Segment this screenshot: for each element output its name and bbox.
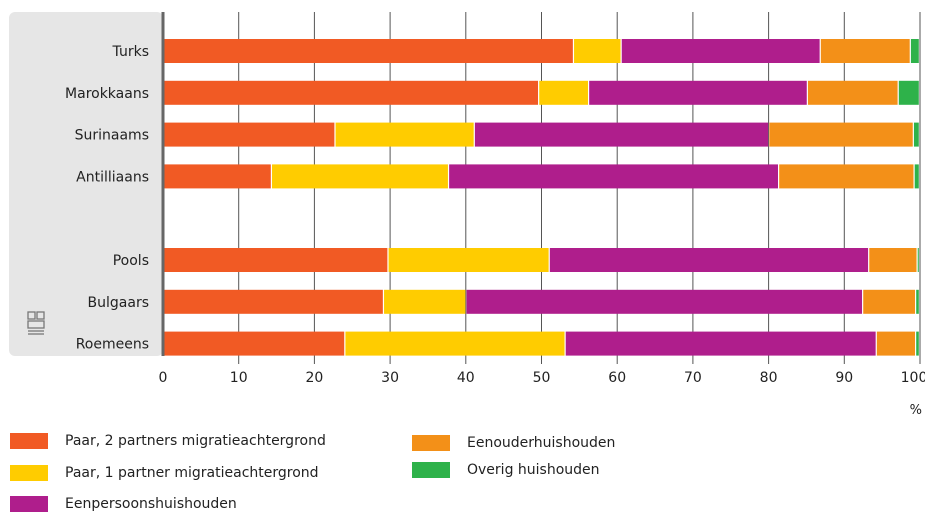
bar-segment xyxy=(820,39,910,63)
bar-segment xyxy=(335,122,474,147)
category-label: Marokkaans xyxy=(65,86,149,102)
bar-segment xyxy=(388,248,549,272)
x-tick-label: 80 xyxy=(760,370,778,386)
legend-label: Overig huishouden xyxy=(467,462,600,478)
legend-label: Eenouderhuishouden xyxy=(467,435,616,451)
bar-segment xyxy=(549,248,869,272)
x-tick-label: 30 xyxy=(381,370,399,386)
bar-segment xyxy=(565,331,876,356)
legend-label: Paar, 1 partner migratieachtergrond xyxy=(65,465,319,481)
x-tick-label: 50 xyxy=(533,370,551,386)
bar-segment xyxy=(272,164,448,189)
category-label: Antilliaans xyxy=(76,169,149,185)
bar-segment xyxy=(779,164,914,189)
x-tick-label: 10 xyxy=(230,370,248,386)
category-label: Bulgaars xyxy=(88,295,149,311)
category-label: Surinaams xyxy=(75,128,149,144)
bar-segment xyxy=(589,80,807,105)
legend-swatch xyxy=(10,465,48,481)
legend-label: Eenpersoonshuishouden xyxy=(65,496,237,512)
bar-segment xyxy=(916,289,919,314)
bar-segment xyxy=(914,164,919,189)
legend-label: Paar, 2 partners migratieachtergrond xyxy=(65,433,326,449)
bar-segment xyxy=(898,80,919,105)
bar-segment xyxy=(163,80,539,105)
category-label: Turks xyxy=(112,44,149,60)
category-label: Pools xyxy=(113,253,149,269)
bar-segment xyxy=(449,164,778,189)
bar-segment xyxy=(917,248,919,272)
bar-segment xyxy=(163,164,271,189)
legend-item-paar-1-partner: Paar, 1 partner migratieachtergrond xyxy=(10,463,319,483)
bar-segment xyxy=(863,289,916,314)
x-tick-label: 100 xyxy=(901,370,925,386)
bar-segment xyxy=(621,39,820,63)
bar-segment xyxy=(574,39,621,63)
legend-item-paar-2-partners: Paar, 2 partners migratieachtergrond xyxy=(10,431,326,451)
legend-item-eenpersoonshuishouden: Eenpersoonshuishouden xyxy=(10,494,237,514)
bar-segment xyxy=(163,289,383,314)
x-tick-label: 0 xyxy=(159,370,168,386)
bar-segment xyxy=(474,122,769,147)
bar-segment xyxy=(384,289,466,314)
stacked-bar-chart: Turks Marokkaans Surinaams Antilliaans Pools… xyxy=(9,12,925,418)
x-tick-label: 90 xyxy=(835,370,853,386)
bar-segment xyxy=(916,331,919,356)
x-axis-unit-label: % xyxy=(910,403,922,418)
bar-segment xyxy=(163,248,388,272)
bar-segment xyxy=(466,289,863,314)
x-tick-label: 20 xyxy=(305,370,323,386)
bar-segment xyxy=(913,122,919,147)
bar-segment xyxy=(163,39,573,63)
bar-segment xyxy=(910,39,919,63)
x-tick-label: 40 xyxy=(457,370,475,386)
bar-segment xyxy=(539,80,588,105)
legend-swatch xyxy=(412,462,450,478)
legend-item-overig-huishouden: Overig huishouden xyxy=(412,460,600,480)
bar-segment xyxy=(769,122,913,147)
bar-segment xyxy=(345,331,565,356)
legend-swatch xyxy=(10,433,48,449)
legend-swatch xyxy=(10,496,48,512)
legend-item-eenouderhuishouden: Eenouderhuishouden xyxy=(412,433,615,453)
cbs-logo-icon xyxy=(27,311,45,335)
category-label: Roemeens xyxy=(76,337,149,353)
bar-segment xyxy=(807,80,898,105)
bar-segment xyxy=(876,331,916,356)
x-tick-label: 60 xyxy=(608,370,626,386)
label-panel xyxy=(9,12,163,356)
x-tick-label: 70 xyxy=(684,370,702,386)
legend-swatch xyxy=(412,435,450,451)
bar-segment xyxy=(163,122,335,147)
legend: Paar, 2 partners migratieachtergrond Paa… xyxy=(0,428,925,514)
bar-segment xyxy=(163,331,345,356)
bar-segment xyxy=(869,248,917,272)
